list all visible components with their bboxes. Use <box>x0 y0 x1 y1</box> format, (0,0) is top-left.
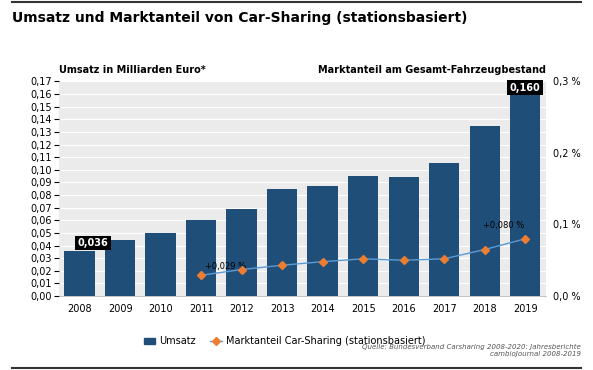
Bar <box>65 250 95 296</box>
Text: 0,036: 0,036 <box>78 238 109 248</box>
Text: +0,080 %: +0,080 % <box>483 221 524 231</box>
Text: Marktanteil am Gesamt-Fahrzeugbestand: Marktanteil am Gesamt-Fahrzeugbestand <box>318 65 546 75</box>
Text: Umsatz und Marktanteil von Car-Sharing (stationsbasiert): Umsatz und Marktanteil von Car-Sharing (… <box>12 11 467 25</box>
Bar <box>105 240 135 296</box>
Bar <box>227 209 257 296</box>
Bar <box>348 176 378 296</box>
Bar <box>145 233 176 296</box>
Text: Quelle: Bundesverband Carsharing 2008-2020: Jahresberichte
cambioJournal 2008-20: Quelle: Bundesverband Carsharing 2008-20… <box>362 344 581 357</box>
Bar <box>510 94 540 296</box>
Bar <box>267 189 297 296</box>
Bar <box>388 177 419 296</box>
Text: Umsatz in Milliarden Euro*: Umsatz in Milliarden Euro* <box>59 65 206 75</box>
Text: 0,160: 0,160 <box>510 83 541 93</box>
Legend: Umsatz, Marktanteil Car-Sharing (stationsbasiert): Umsatz, Marktanteil Car-Sharing (station… <box>140 333 429 350</box>
Bar <box>308 186 338 296</box>
Bar <box>186 220 216 296</box>
Bar <box>470 125 500 296</box>
Bar <box>429 164 460 296</box>
Text: +0,029 %: +0,029 % <box>205 262 246 271</box>
